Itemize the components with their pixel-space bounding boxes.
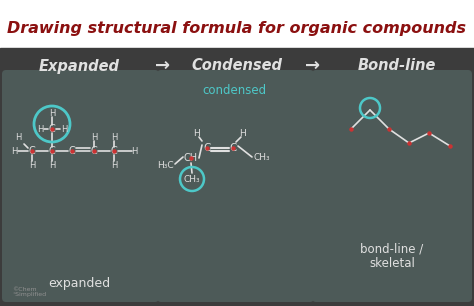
FancyBboxPatch shape (157, 70, 314, 302)
Text: Bond-line: Bond-line (358, 58, 436, 73)
Text: C: C (28, 146, 36, 156)
Text: H: H (61, 125, 67, 133)
Text: H: H (111, 161, 117, 170)
Text: C: C (91, 146, 97, 156)
Bar (0, 48, 474, 306)
Text: bond-line /
skeletal: bond-line / skeletal (360, 242, 424, 270)
Text: H: H (131, 147, 137, 155)
Text: H: H (193, 129, 201, 137)
Text: H: H (49, 161, 55, 170)
Text: C: C (203, 143, 210, 153)
Text: H: H (29, 161, 35, 170)
Text: ©Chem
°Simplified: ©Chem °Simplified (12, 287, 46, 297)
Bar (0, 0, 474, 48)
Text: C: C (229, 143, 237, 153)
Text: expanded: expanded (48, 278, 110, 290)
Text: Expanded: Expanded (38, 58, 119, 73)
Text: Condensed: Condensed (191, 58, 283, 73)
Text: H: H (240, 129, 246, 137)
Text: H: H (15, 132, 21, 141)
Text: C: C (110, 146, 118, 156)
Text: →: → (305, 57, 320, 75)
Text: H₃C: H₃C (157, 161, 174, 170)
Text: condensed: condensed (202, 84, 266, 96)
Text: H: H (111, 132, 117, 141)
Text: C: C (49, 146, 55, 156)
Text: H: H (11, 147, 17, 155)
Text: H: H (37, 125, 43, 133)
Text: C: C (49, 124, 55, 134)
Text: CH₃: CH₃ (254, 154, 271, 162)
Text: CH₃: CH₃ (184, 174, 201, 184)
Text: →: → (155, 57, 171, 75)
Text: C: C (69, 146, 75, 156)
Text: Drawing structural formula for organic compounds: Drawing structural formula for organic c… (8, 21, 466, 35)
Text: H: H (91, 132, 97, 141)
Text: H: H (49, 109, 55, 118)
Text: CH: CH (184, 153, 198, 163)
FancyBboxPatch shape (312, 70, 472, 302)
FancyBboxPatch shape (2, 70, 159, 302)
